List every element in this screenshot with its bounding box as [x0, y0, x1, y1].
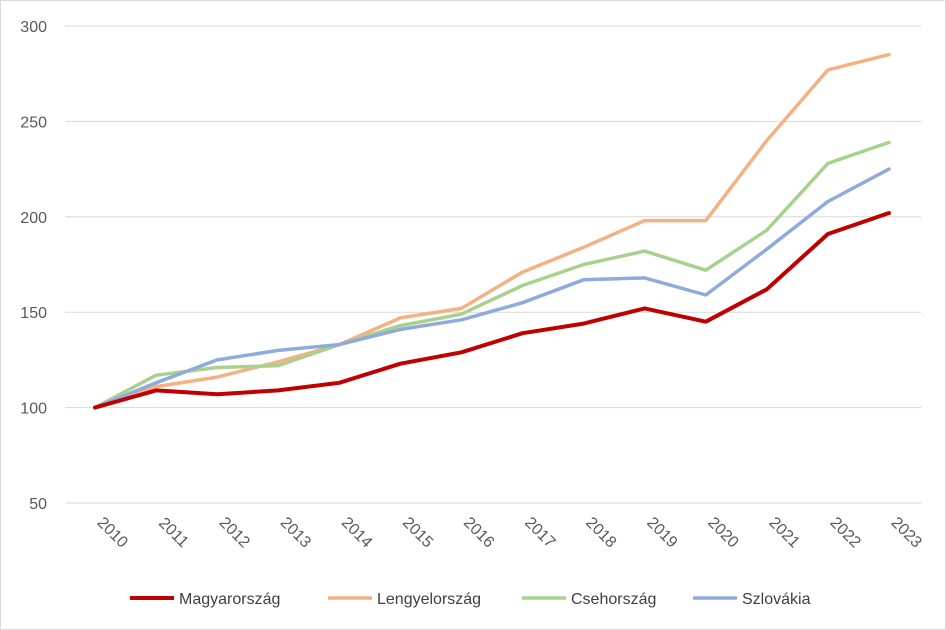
legend-label: Szlovákia: [742, 591, 811, 608]
series-line-2: [93, 52, 891, 410]
x-tick-label: 2017: [521, 514, 558, 551]
series-line-3: [93, 140, 891, 410]
x-tick-label: 2014: [338, 514, 375, 551]
x-tick-label: 2012: [216, 514, 253, 551]
x-tick-label: 2010: [94, 514, 131, 551]
x-tick-label: 2015: [399, 514, 436, 551]
y-tick-label: 100: [20, 401, 47, 418]
y-tick-label: 200: [20, 210, 47, 227]
x-tick-label: 2022: [827, 514, 864, 551]
gridlines: [65, 25, 921, 504]
x-tick-label: 2020: [704, 514, 741, 551]
x-tick-label: 2011: [155, 515, 191, 551]
y-tick-label: 250: [20, 114, 47, 131]
x-tick-label: 2023: [888, 514, 925, 551]
y-axis-ticks: 50 100 150 200 250 300: [20, 19, 47, 513]
legend: Magyarország Lengyelország Csehország Szlov…: [130, 591, 811, 608]
x-tick-label: 2016: [460, 514, 497, 551]
x-tick-label: 2013: [277, 514, 314, 551]
x-tick-label: 2019: [643, 514, 680, 551]
legend-label: Csehország: [571, 591, 656, 608]
series-line-4: [93, 167, 891, 410]
y-tick-label: 300: [20, 19, 47, 36]
legend-label: Lengyelország: [377, 591, 481, 608]
legend-label: Magyarország: [179, 591, 280, 608]
x-tick-label: 2018: [582, 514, 619, 551]
series-line-1: [93, 211, 891, 410]
y-tick-label: 150: [20, 305, 47, 322]
series-lines: [93, 52, 891, 410]
x-axis-ticks: 2010 2011 2012 2013 2014 2015 2016 2017 2018 2019…: [94, 514, 925, 551]
x-tick-label: 2021: [765, 514, 802, 551]
y-tick-label: 50: [29, 496, 47, 513]
